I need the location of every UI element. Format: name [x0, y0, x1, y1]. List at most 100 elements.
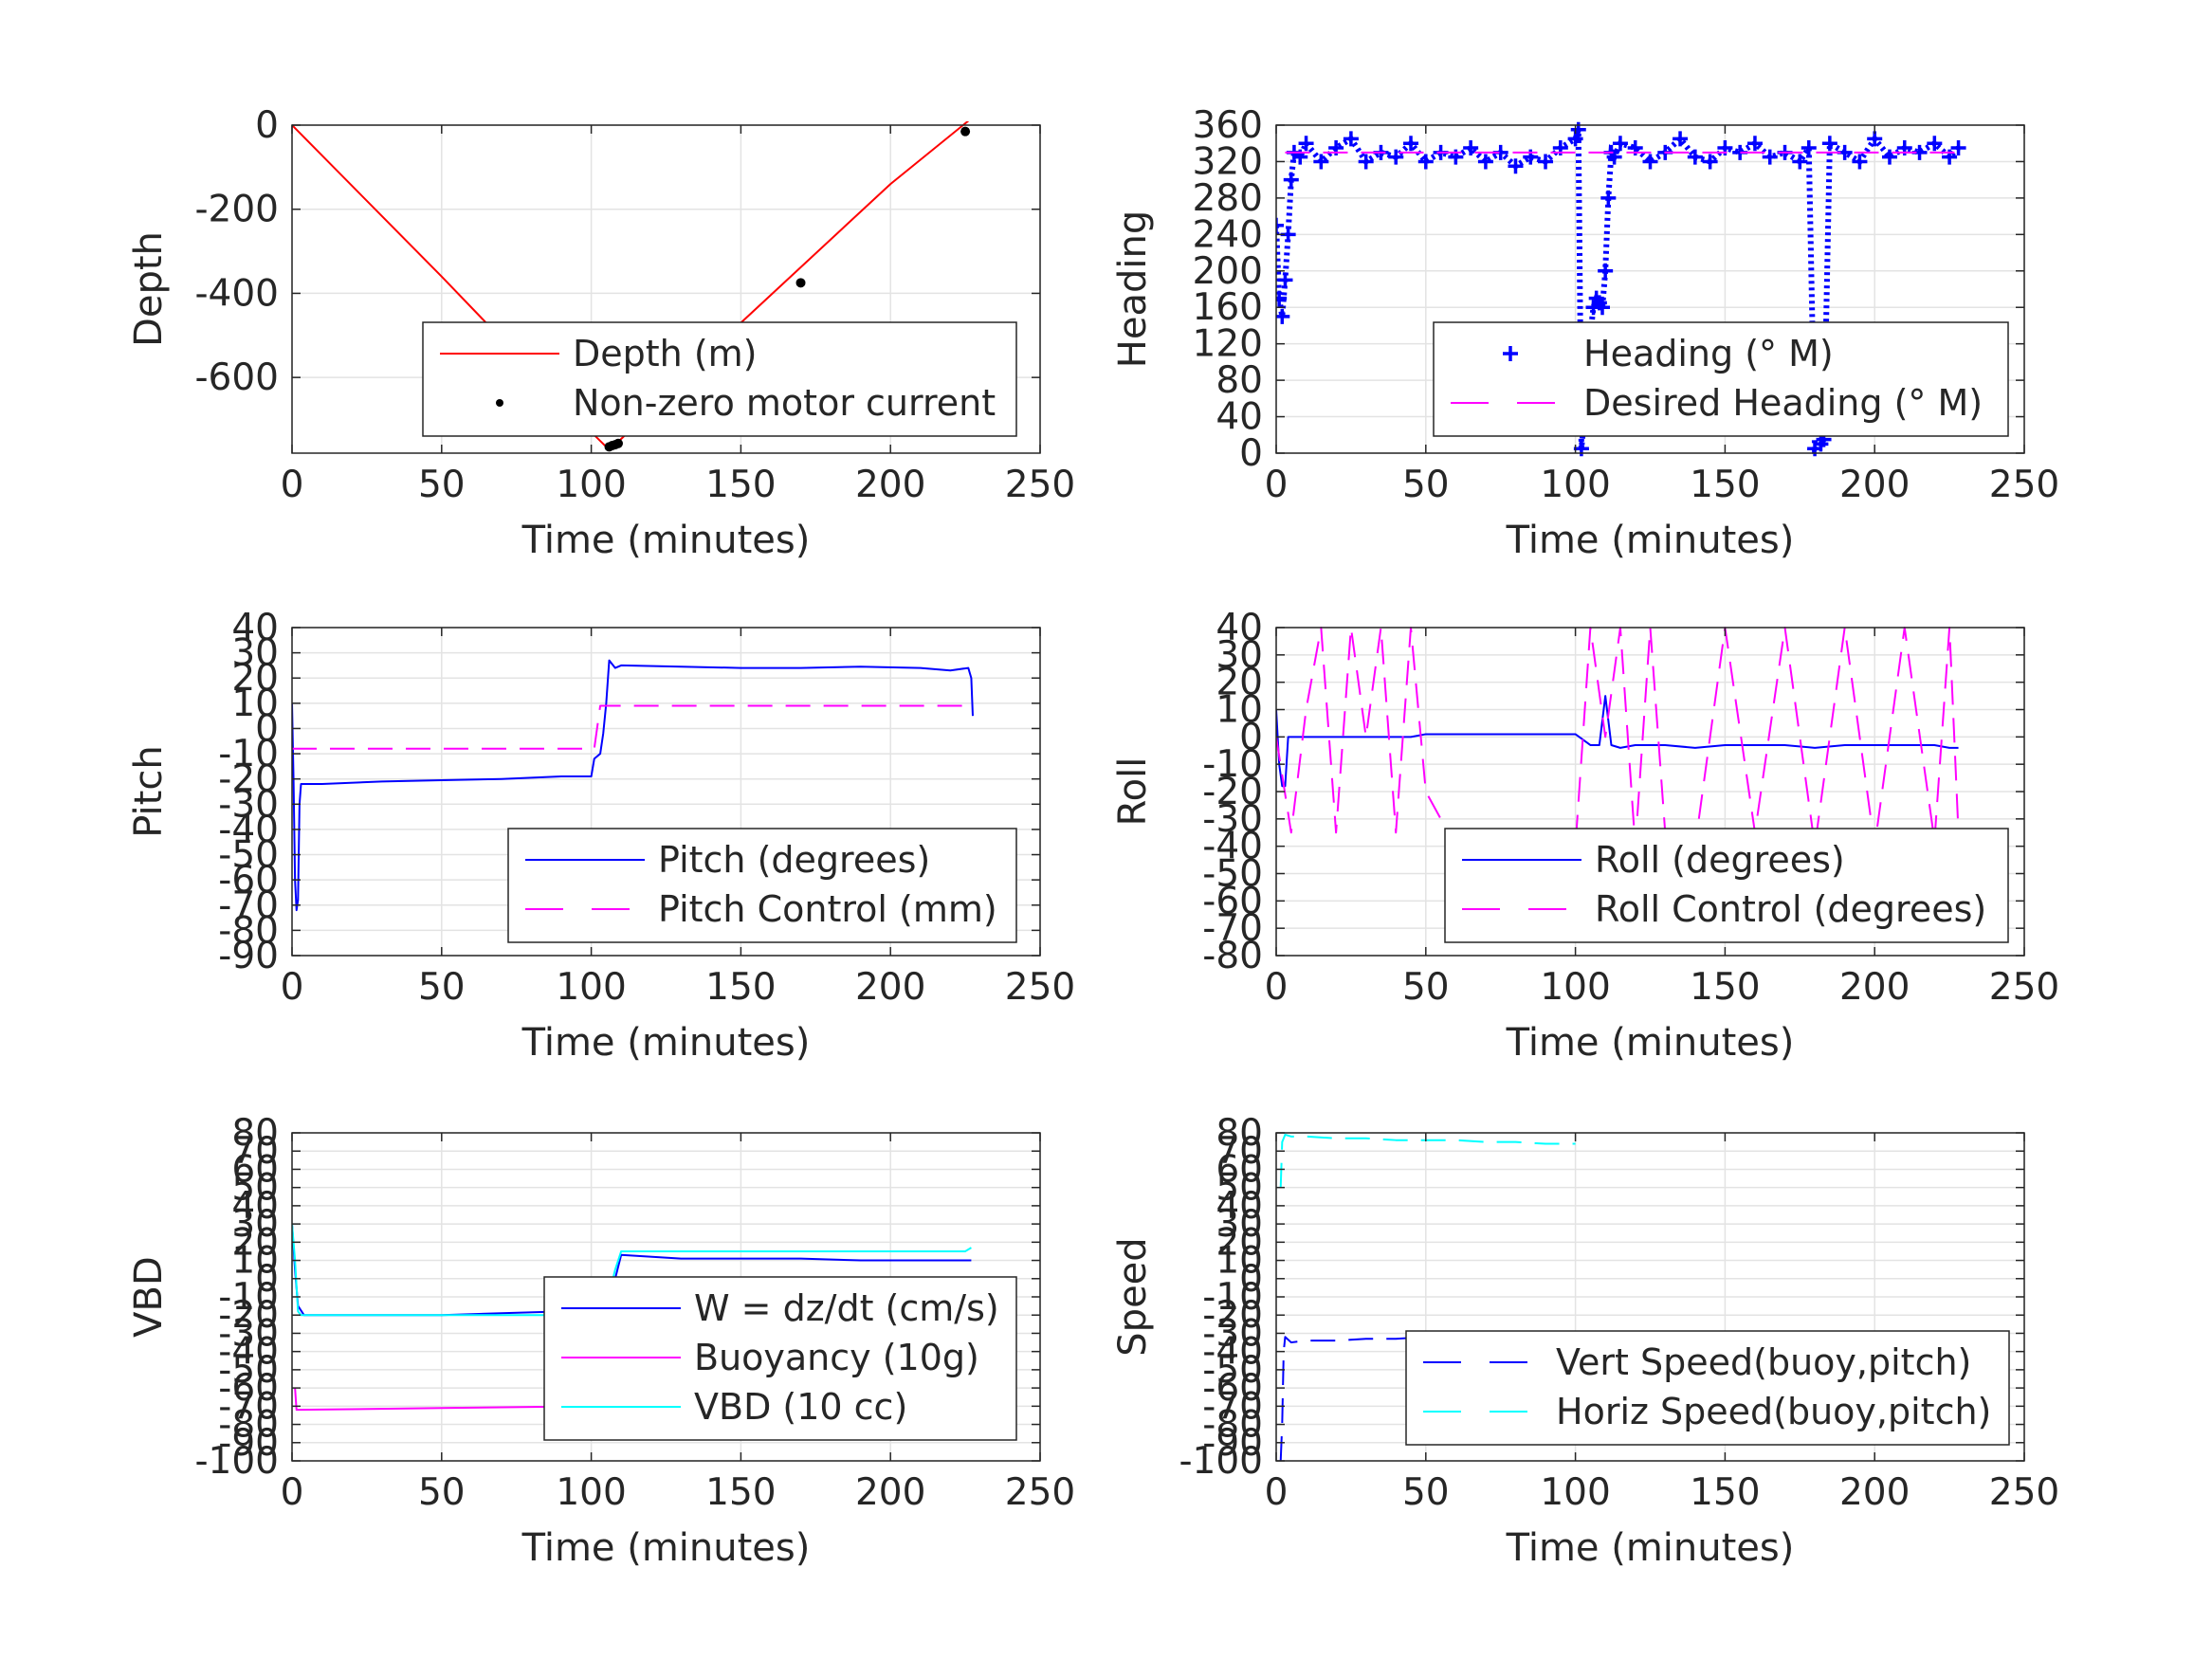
y-axis-label: Roll	[1111, 757, 1155, 827]
x-tick-label: 200	[1839, 464, 1910, 506]
y-tick-label: -400	[194, 272, 279, 315]
y-tick-label: 120	[1193, 323, 1263, 366]
legend-entry-label: W = dz/dt (cm/s)	[694, 1287, 999, 1329]
y-tick-label: -80	[1202, 935, 1263, 977]
x-tick-label: 0	[281, 966, 304, 1009]
x-tick-label: 200	[855, 1471, 925, 1514]
legend-entry-label: Pitch Control (mm)	[658, 888, 997, 930]
y-tick-label: 0	[255, 707, 279, 750]
y-tick-label: -200	[194, 189, 279, 231]
legend-entry-label: Non-zero motor current	[573, 382, 996, 424]
y-axis-label: Pitch	[127, 745, 171, 837]
x-tick-label: 50	[1402, 966, 1450, 1009]
y-tick-label: -60	[1202, 1367, 1263, 1410]
chart-panel-6: 0 50 100 150 200 25080706050403020100-10-20-3…	[1111, 1112, 2059, 1570]
y-tick-label: -100	[1179, 1440, 1263, 1483]
y-tick-label: 70	[1216, 1130, 1263, 1173]
legend-entry-label: VBD (10 cc)	[694, 1386, 907, 1428]
data-point	[960, 126, 971, 137]
x-tick-label: 100	[1540, 966, 1610, 1009]
legend-entry-label: Horiz Speed(buoy,pitch)	[1556, 1391, 1991, 1432]
y-tick-label: -40	[1202, 1331, 1263, 1374]
x-tick-label: 150	[1690, 1471, 1760, 1514]
x-tick-label: 250	[1989, 1471, 2059, 1514]
axes-box	[291, 627, 1041, 957]
legend: Vert Speed(buoy,pitch) Horiz Speed(buoy,p…	[1405, 1330, 2010, 1446]
legend-entry-label: Roll (degrees)	[1595, 839, 1845, 881]
y-tick-label: 10	[1216, 1240, 1263, 1283]
x-axis-label: Time (minutes)	[1506, 519, 1795, 562]
chart-panel-5: 0 50 100 150 200 25080706050403020100-10-20-3…	[127, 1112, 1075, 1570]
y-tick-label: 80	[1216, 359, 1263, 402]
y-tick-label: -20	[218, 758, 279, 801]
y-tick-label: -20	[218, 1294, 279, 1337]
y-tick-label: -30	[1202, 798, 1263, 841]
x-tick-label: 50	[1402, 1471, 1450, 1514]
x-tick-label: 150	[705, 1471, 776, 1514]
y-tick-label: 60	[231, 1148, 279, 1191]
y-tick-label: 40	[1216, 396, 1263, 439]
x-axis-label: Time (minutes)	[521, 1526, 811, 1570]
scatter-trail	[1276, 128, 1961, 455]
y-tick-label: -90	[218, 1422, 279, 1465]
y-tick-label: -40	[218, 809, 279, 851]
series-line-2	[294, 1388, 592, 1412]
y-tick-label: 80	[1216, 1112, 1263, 1155]
x-tick-label: 100	[556, 1471, 626, 1514]
y-tick-label: -30	[218, 1312, 279, 1355]
y-tick-label: 360	[1193, 104, 1263, 147]
data-point	[1673, 131, 1689, 147]
x-tick-label: 250	[1005, 966, 1075, 1009]
x-axis-label: Time (minutes)	[521, 519, 811, 562]
y-tick-label: -40	[218, 1331, 279, 1374]
legend-entry-label: Buoyancy (10g)	[694, 1337, 979, 1378]
data-point	[1642, 154, 1658, 170]
x-tick-label: 100	[1540, 464, 1610, 506]
chart-panel-2: 0 50 100 150 200 2500408012016020024028032036…	[1111, 104, 2059, 562]
legend-entry-label: Vert Speed(buoy,pitch)	[1556, 1341, 1971, 1383]
legend-entry-label: Roll Control (degrees)	[1595, 888, 1986, 930]
data-layer	[292, 659, 974, 912]
legend: Pitch (degrees) Pitch Control (mm)	[507, 828, 1017, 943]
legend: Heading (° M) Desired Heading (° M)	[1433, 321, 2009, 437]
legend-marker-sample	[496, 399, 503, 407]
y-tick-label: 10	[1216, 689, 1263, 732]
legend-entry-label: Depth (m)	[573, 333, 758, 374]
x-tick-label: 250	[1005, 464, 1075, 506]
x-tick-label: 100	[556, 966, 626, 1009]
series-line-2	[1279, 1133, 1576, 1188]
y-tick-label: -70	[1202, 907, 1263, 950]
y-tick-label: 40	[231, 1185, 279, 1228]
y-tick-label: 200	[1193, 250, 1263, 293]
data-layer	[1276, 121, 1966, 457]
y-tick-label: -20	[1202, 771, 1263, 813]
data-layer	[292, 121, 971, 452]
y-tick-label: -50	[218, 1349, 279, 1392]
y-tick-label: -10	[1202, 743, 1263, 786]
axes-box	[291, 124, 1041, 454]
series-line-1	[1276, 695, 1959, 788]
y-tick-label: -600	[194, 356, 279, 399]
x-tick-label: 150	[705, 966, 776, 1009]
y-tick-label: 160	[1193, 286, 1263, 329]
x-axis-label: Time (minutes)	[521, 1021, 811, 1065]
x-tick-label: 150	[1690, 464, 1760, 506]
data-point	[1950, 140, 1966, 156]
legend-entry-label: Pitch (degrees)	[658, 839, 930, 881]
y-tick-label: 280	[1193, 177, 1263, 220]
x-tick-label: 100	[556, 464, 626, 506]
y-tick-label: -80	[218, 909, 279, 952]
y-tick-label: 20	[1216, 662, 1263, 704]
y-tick-label: -20	[1202, 1294, 1263, 1337]
y-tick-label: -40	[1202, 826, 1263, 868]
data-point	[613, 438, 624, 448]
x-tick-label: 50	[418, 966, 466, 1009]
data-point	[1313, 154, 1329, 170]
y-tick-label: 0	[1239, 432, 1263, 475]
legend-box	[1433, 321, 2009, 437]
x-tick-label: 0	[281, 464, 304, 506]
y-tick-label: 30	[1216, 634, 1263, 677]
data-point	[1881, 149, 1897, 165]
x-tick-label: 200	[1839, 1471, 1910, 1514]
x-tick-label: 0	[1265, 1471, 1289, 1514]
